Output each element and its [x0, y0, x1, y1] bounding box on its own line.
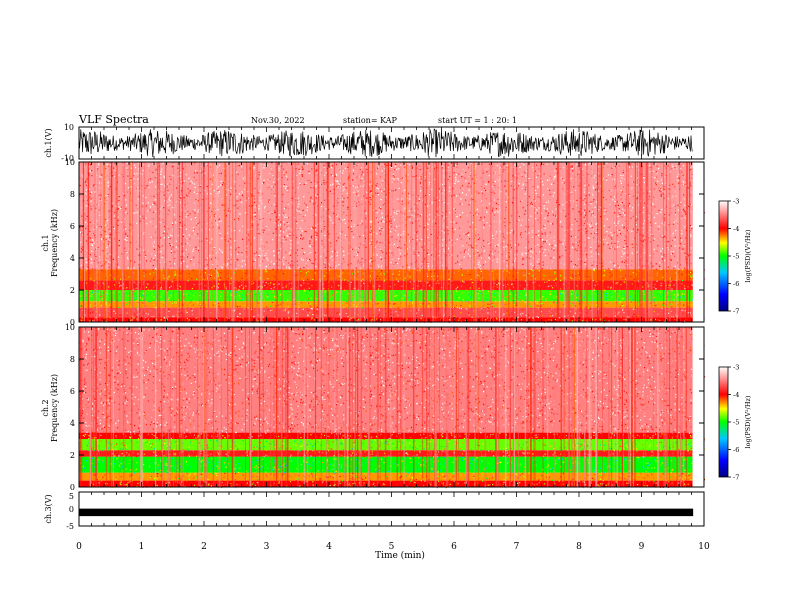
ytick-label: 4 [70, 254, 75, 263]
ytick-label: 6 [70, 222, 75, 231]
colorbar-tick-label: -7 [733, 474, 739, 482]
colorbar-tick-label: -6 [733, 280, 739, 288]
colorbar-tick-label: -4 [733, 225, 739, 233]
xtick-label: 6 [451, 542, 457, 552]
date-label: Nov.30, 2022 [251, 116, 305, 125]
ch3-ytick-bottom: -5 [66, 522, 74, 531]
ytick-label: 4 [70, 419, 75, 428]
xtick-label: 2 [201, 542, 207, 552]
xtick-label: 7 [514, 542, 520, 552]
spectral-band-3 [79, 450, 704, 457]
ch2-spectrogram-ylabel-line1: ch.2 [41, 399, 50, 416]
ch1-spectrogram-panel: 0 2 4 6 8 10 ch.1 Frequency (kHz) [41, 158, 706, 327]
start-time-label: start UT = 1 : 20: 1 [438, 116, 517, 125]
ytick-label: 0 [70, 483, 75, 492]
colorbar-tick-label: -3 [733, 198, 739, 206]
spectral-band-4 [79, 280, 704, 290]
xtick-label: 8 [576, 542, 582, 552]
ytick-label: 8 [70, 355, 75, 364]
ch3-ytick-mid: 0 [69, 505, 74, 514]
spectral-band-6 [79, 162, 704, 270]
xtick-label: 10 [698, 542, 710, 552]
xtick-label: 0 [76, 542, 82, 552]
ch1-waveform-trace [78, 128, 693, 158]
station-label: station= KAP [343, 116, 398, 125]
ytick-label: 6 [70, 387, 75, 396]
xtick-label: 3 [264, 542, 270, 552]
spectral-band-4 [79, 439, 704, 451]
ch2-spectrogram-panel: 0 2 4 6 8 10 ch.2 Frequency (kHz) [41, 323, 706, 492]
spectral-band-5 [79, 269, 704, 281]
colorbar-tick-label: -7 [733, 308, 739, 316]
ch2-spectrogram-ylabel-line2: Frequency (kHz) [50, 374, 59, 442]
ytick-label: 0 [70, 318, 75, 327]
colorbar-tick-label: -6 [733, 446, 739, 454]
colorbar-label: log(PSD)(V²/Hz) [744, 395, 752, 448]
ch1-spectrogram-ylabel-line2: Frequency (kHz) [50, 209, 59, 277]
ch3-waveform-trace [78, 508, 694, 517]
ch2-colorbar: -3 -4 -5 -6 -7 log(PSD)(V²/Hz) [718, 364, 752, 482]
figure-title: VLF Spectra [78, 113, 149, 126]
xtick-label: 9 [639, 542, 645, 552]
ch1-ytick-bottom: -10 [61, 154, 74, 163]
ch1-ylabel: ch.1(V) [44, 128, 53, 157]
ytick-label: 10 [65, 323, 75, 332]
spectral-band-6 [79, 327, 704, 433]
ch1-spectrogram-ylabel-line1: ch.1 [41, 234, 50, 251]
ch2-spectrogram-image [79, 327, 706, 489]
colorbar-scale [718, 366, 729, 478]
xtick-label: 4 [326, 542, 332, 552]
colorbar-scale [718, 200, 729, 312]
ch1-colorbar: -3 -4 -5 -6 -7 log(PSD)(V²/Hz) [718, 198, 752, 316]
ytick-label: 8 [70, 190, 75, 199]
xtick-label: 5 [389, 542, 395, 552]
spectral-band-1 [79, 307, 704, 318]
ch3-ytick-top: 5 [69, 492, 74, 501]
colorbar-tick-label: -5 [733, 253, 739, 261]
spectral-band-1 [79, 472, 704, 481]
colorbar-label: log(PSD)(V²/Hz) [744, 229, 752, 282]
spectral-band-3 [79, 290, 704, 302]
ytick-label: 10 [65, 158, 75, 167]
ch1-ytick-top: 10 [64, 123, 74, 132]
ytick-label: 2 [70, 451, 75, 460]
colorbar-tick-label: -5 [733, 419, 739, 427]
colorbar-tick-label: -3 [733, 364, 739, 372]
x-axis-label: Time (min) [375, 550, 425, 561]
ch1-spectrogram-image [79, 162, 706, 324]
xtick-label: 1 [139, 542, 145, 552]
colorbar-tick-label: -4 [733, 391, 739, 399]
ch1-waveform-panel: 10 -10 ch.1(V) [44, 123, 705, 163]
ytick-label: 2 [70, 286, 75, 295]
ch3-waveform-panel: 5 0 -5 ch.3(V) 0 1 2 3 4 5 6 7 8 9 10 Time (min) [44, 127, 710, 561]
spectral-band-2 [79, 301, 704, 308]
ch3-ylabel: ch.3(V) [44, 494, 53, 523]
